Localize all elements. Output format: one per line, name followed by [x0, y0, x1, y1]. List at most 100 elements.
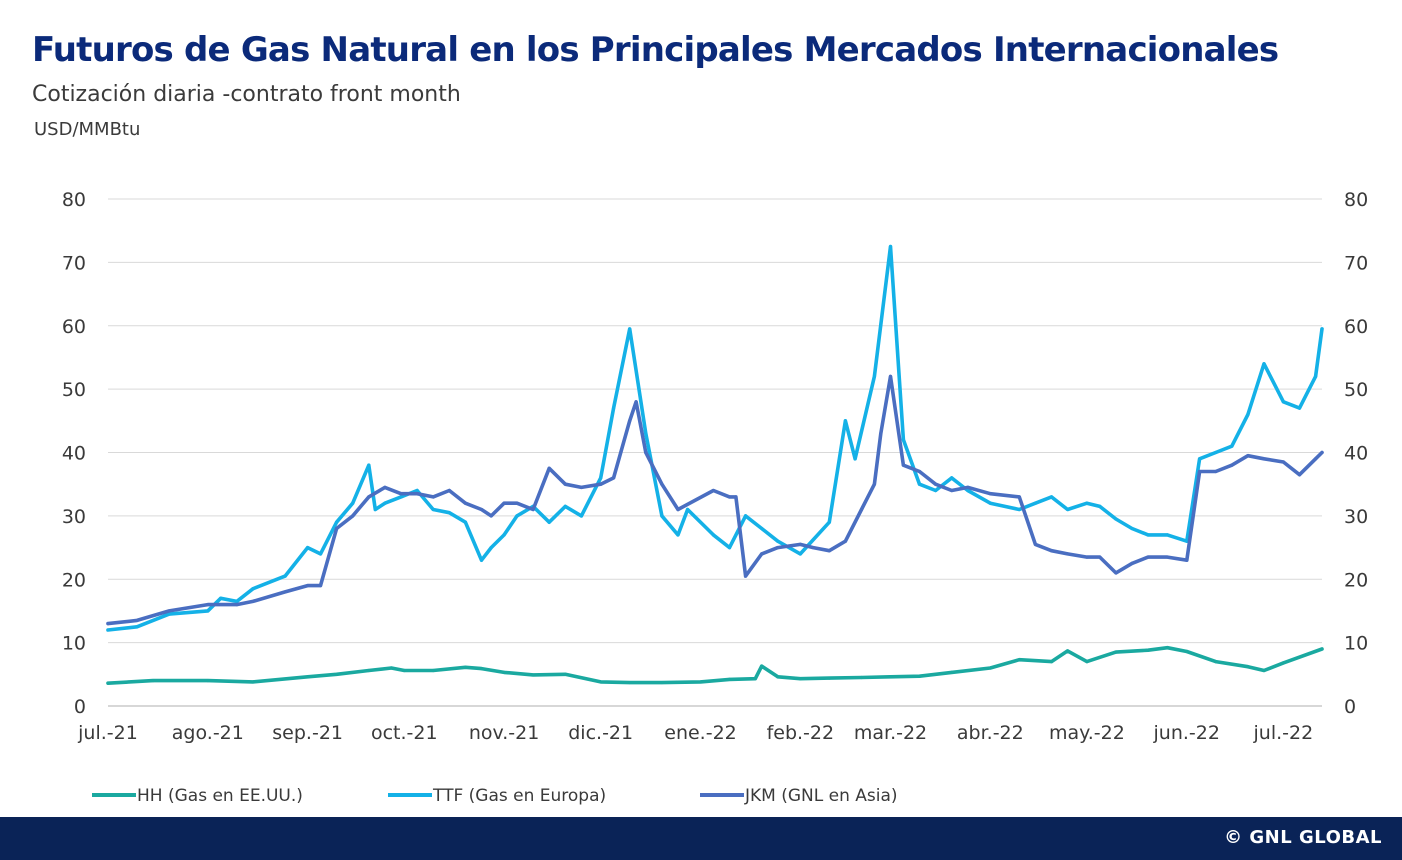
data-point — [251, 587, 255, 591]
data-point — [950, 488, 954, 493]
chart-subtitle: Cotización diaria -contrato front month — [32, 82, 461, 107]
data-point — [859, 507, 864, 512]
data-point — [901, 438, 905, 442]
data-point — [335, 520, 339, 524]
data-point — [1130, 561, 1134, 566]
data-point — [644, 450, 648, 455]
data-point — [251, 680, 255, 684]
data-point — [843, 419, 848, 423]
data-point — [1230, 463, 1234, 467]
series-1 — [106, 244, 1324, 632]
data-point — [206, 603, 210, 607]
data-point — [383, 501, 387, 505]
data-point — [660, 482, 664, 486]
data-point — [335, 526, 339, 531]
data-point — [563, 504, 567, 508]
y-tick-label-left: 50 — [62, 379, 86, 401]
data-point — [373, 507, 377, 512]
data-point — [734, 495, 738, 499]
data-point — [798, 552, 802, 556]
data-point — [399, 492, 403, 496]
data-point — [1198, 469, 1202, 474]
data-point — [1146, 648, 1150, 652]
data-point — [167, 609, 171, 613]
y-tick-label-right: 70 — [1344, 252, 1368, 274]
data-point — [351, 514, 355, 518]
data-point — [399, 495, 403, 499]
data-point — [1214, 469, 1218, 474]
data-point — [872, 374, 876, 379]
data-point — [811, 545, 815, 550]
legend: HH (Gas en EE.UU.) TTF (Gas en Europa) JKM… — [92, 786, 898, 806]
data-point — [660, 680, 664, 685]
data-point — [318, 552, 323, 556]
series-layer — [106, 244, 1324, 686]
x-tick-label: feb.-22 — [767, 722, 835, 744]
legend-label: HH (Gas en EE.UU.) — [137, 786, 303, 806]
data-point — [727, 495, 732, 499]
y-tick-label-right: 80 — [1344, 189, 1368, 211]
data-point — [776, 539, 780, 543]
x-tick-label: mar.-22 — [854, 722, 927, 744]
y-tick-label-left: 30 — [62, 506, 86, 528]
data-point — [966, 488, 970, 493]
data-point — [1281, 661, 1285, 665]
legend-label: TTF (Gas en Europa) — [432, 786, 606, 806]
data-point — [1185, 649, 1189, 654]
x-tick-label: ago.-21 — [172, 722, 244, 744]
data-point — [367, 668, 371, 673]
data-point — [502, 501, 506, 505]
data-point — [827, 549, 831, 553]
grid-layer — [108, 198, 1322, 644]
data-point — [235, 599, 239, 604]
data-point — [106, 681, 110, 685]
chart-title: Futuros de Gas Natural en los Principale… — [32, 30, 1279, 70]
data-point — [206, 609, 210, 613]
data-point — [1017, 495, 1021, 499]
data-point — [415, 488, 419, 493]
data-point — [1130, 526, 1134, 531]
data-point — [547, 520, 551, 524]
data-point — [859, 675, 864, 680]
data-point — [1085, 501, 1089, 505]
data-point — [776, 675, 780, 679]
data-point — [988, 666, 992, 670]
legend-label: JKM (GNL en Asia) — [744, 786, 898, 806]
data-point — [306, 545, 310, 550]
data-point — [611, 476, 616, 480]
data-point — [502, 533, 506, 537]
data-point — [743, 574, 748, 578]
data-point — [1146, 555, 1150, 559]
data-point — [843, 539, 848, 543]
data-point — [676, 507, 680, 512]
data-point — [1262, 457, 1266, 461]
data-point — [798, 677, 802, 681]
data-point — [431, 495, 435, 499]
data-point — [1320, 327, 1324, 331]
data-point — [686, 507, 690, 512]
data-point — [402, 668, 406, 673]
data-point — [351, 501, 355, 505]
series-line — [106, 374, 1324, 626]
x-tick-label: dic.-21 — [568, 722, 633, 744]
y-tick-label-left: 80 — [62, 189, 86, 211]
data-point — [628, 419, 632, 423]
data-point — [1165, 555, 1170, 559]
data-point — [988, 501, 992, 505]
footer-brand: © GNL GLOBAL — [1224, 827, 1382, 848]
y-tick-label-left: 10 — [62, 633, 86, 655]
data-point — [1246, 454, 1250, 458]
data-point — [515, 514, 519, 518]
data-point — [547, 466, 551, 470]
data-point — [1049, 660, 1054, 664]
data-point — [1098, 555, 1102, 559]
data-point — [743, 514, 748, 518]
data-point — [827, 676, 831, 680]
data-point — [1214, 450, 1218, 455]
data-point — [660, 514, 664, 518]
data-point — [1262, 362, 1266, 366]
data-point — [367, 463, 371, 467]
data-point — [1281, 460, 1285, 464]
data-point — [966, 485, 970, 489]
